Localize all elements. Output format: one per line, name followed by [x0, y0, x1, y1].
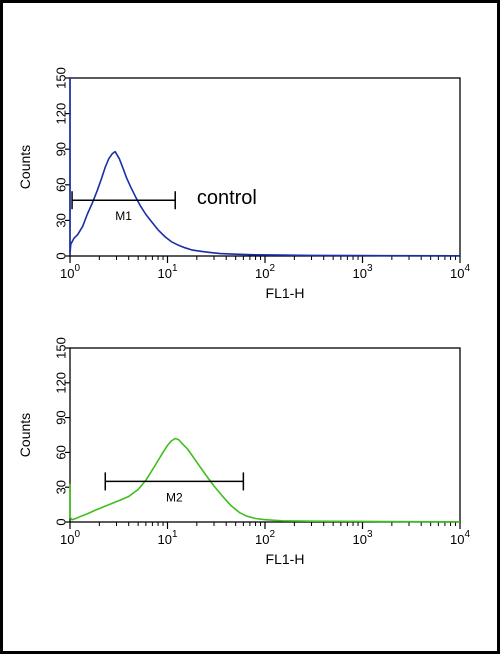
x-tick-label: 102 [255, 529, 275, 547]
y-tick-label: 90 [53, 410, 68, 424]
plot-area [69, 77, 461, 257]
x-tick-label: 103 [352, 529, 372, 547]
y-tick-label: 0 [53, 518, 68, 525]
y-tick-label: 120 [53, 372, 68, 394]
x-tick-label: 101 [157, 529, 177, 547]
histogram-top: 0 30 60 90 120 150 100 101 102 103 104 FL1-H Counts M… [17, 67, 470, 301]
y-axis-label: Counts [17, 413, 33, 457]
x-tick-label: 102 [255, 263, 275, 281]
x-tick-label: 103 [352, 263, 372, 281]
y-tick-label: 120 [53, 103, 68, 125]
x-axis-label: FL1-H [266, 551, 305, 567]
y-tick-label: 60 [53, 178, 68, 192]
y-tick-label: 60 [53, 445, 68, 459]
x-axis-label: FL1-H [266, 285, 305, 301]
histogram-series-line [69, 437, 461, 523]
y-tick-label: 90 [53, 142, 68, 156]
histogram-bottom: 0 30 60 90 120 150 100 101 102 103 104 FL1-H Counts M… [17, 337, 470, 567]
control-annotation: control [197, 187, 257, 209]
x-tick-label: 100 [60, 263, 80, 281]
x-tick-label: 101 [157, 263, 177, 281]
y-tick-label: 0 [53, 252, 68, 259]
marker-label: M2 [166, 490, 183, 504]
x-tick-label: 104 [450, 529, 470, 547]
y-tick-label: 30 [53, 480, 68, 494]
y-tick-label: 150 [53, 67, 68, 89]
y-tick-label: 30 [53, 213, 68, 227]
y-axis-label: Counts [17, 145, 33, 189]
x-tick-label: 100 [60, 529, 80, 547]
x-tick-label: 104 [450, 263, 470, 281]
histogram-series-line [69, 78, 461, 257]
marker-label: M1 [115, 209, 132, 223]
y-tick-label: 150 [53, 337, 68, 359]
